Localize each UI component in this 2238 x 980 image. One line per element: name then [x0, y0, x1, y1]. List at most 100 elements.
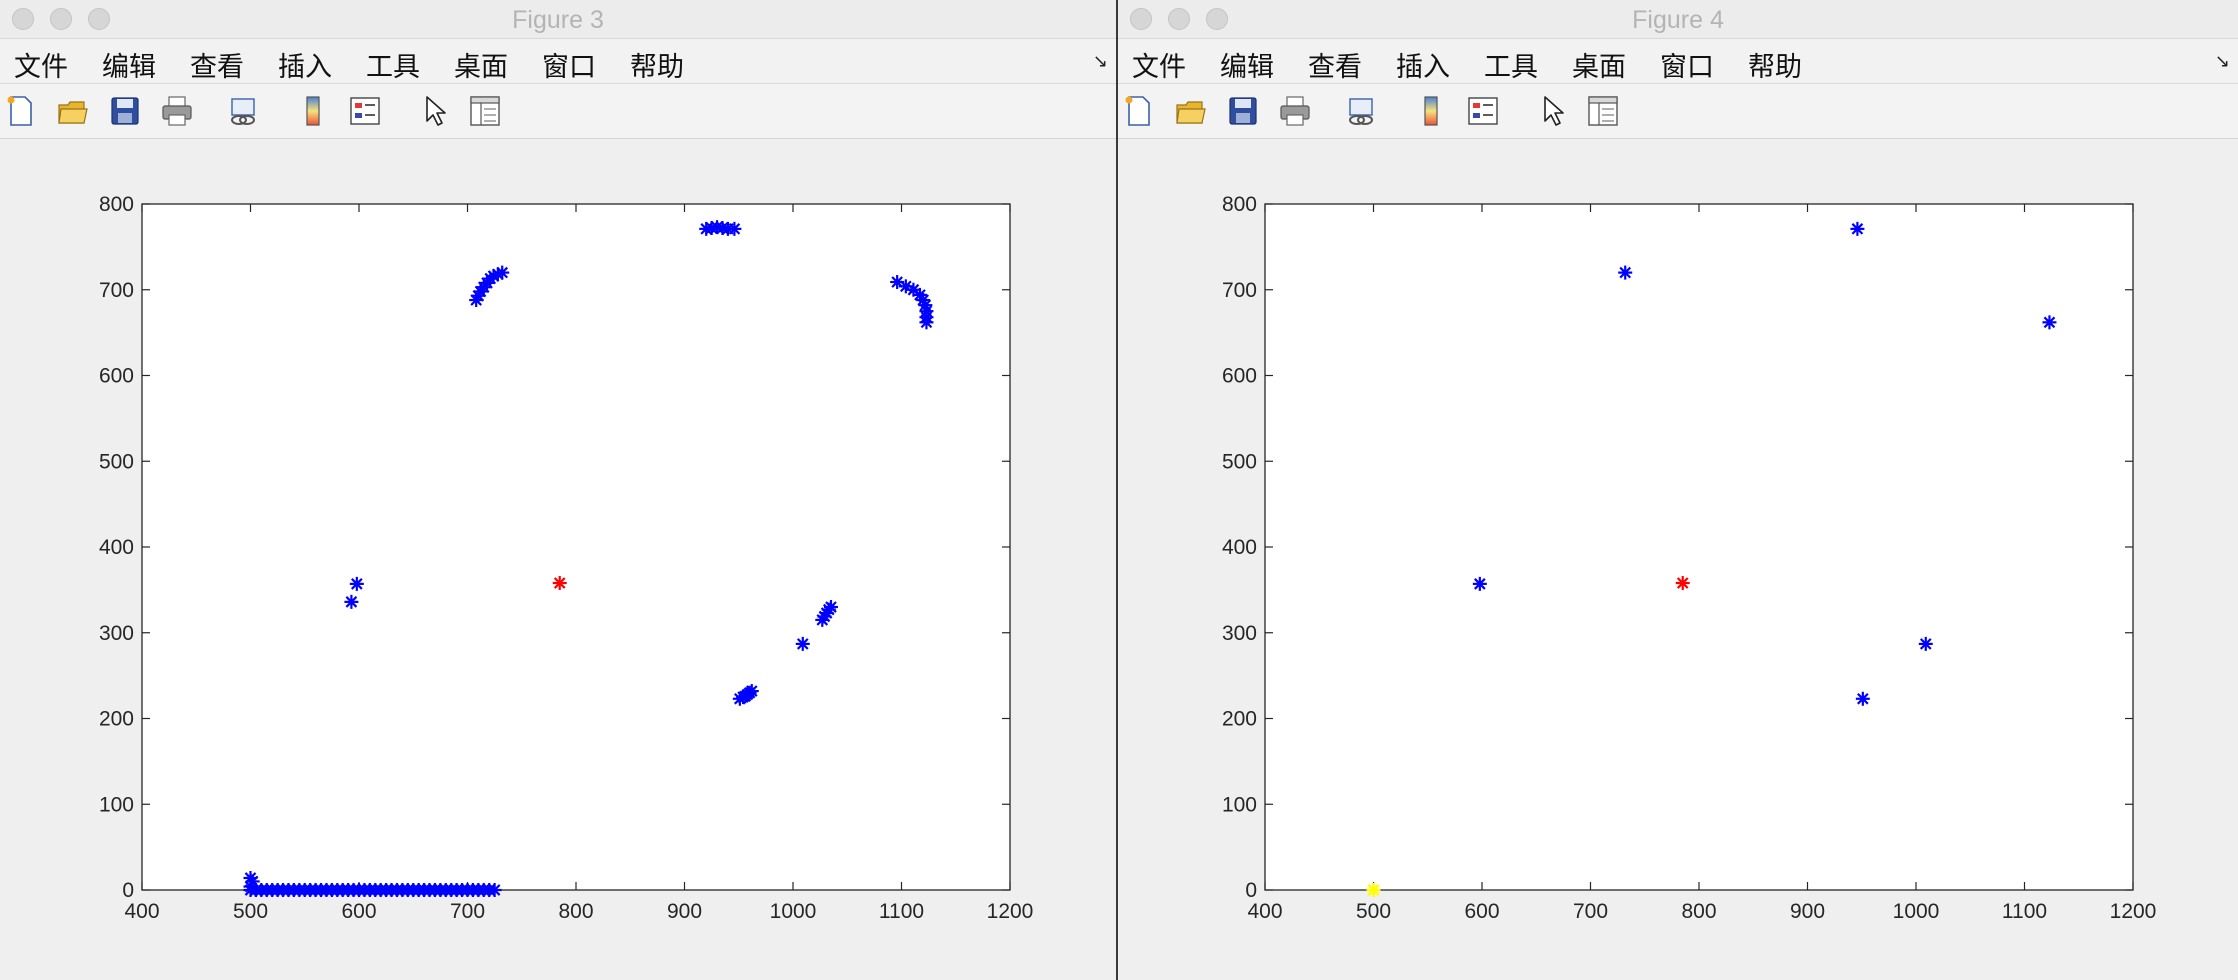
y-tick-label: 0 [1245, 879, 1257, 902]
new-figure-icon [7, 96, 32, 126]
x-tick-label: 1200 [2110, 900, 2157, 923]
edit-plot-pointer-button[interactable] [418, 94, 452, 128]
blue-star-point [1918, 636, 1933, 651]
property-inspector-button[interactable] [468, 94, 502, 128]
new-figure-button[interactable] [4, 94, 38, 128]
y-tick-label: 600 [99, 365, 134, 388]
scatter-plot-axes: 400 500 600 700 800 900 1000 1100 1200 0 100 200 300… [99, 193, 1034, 923]
print-button[interactable] [160, 94, 194, 128]
blue-star-point [1850, 221, 1865, 236]
menu-file[interactable]: 文件 [14, 52, 68, 83]
y-tick-label: 700 [1222, 279, 1257, 302]
y-tick-label: 100 [1222, 793, 1257, 816]
x-tick-label: 800 [1681, 900, 1716, 923]
menu-tools[interactable]: 工具 [366, 52, 420, 83]
blue-star-point [744, 684, 759, 699]
zoom-button[interactable] [1206, 8, 1228, 30]
zoom-button[interactable] [88, 8, 110, 30]
blue-star-point [344, 594, 359, 609]
window-title: Figure 3 [512, 6, 604, 34]
print-icon [1280, 96, 1310, 126]
expand-arrow-icon[interactable]: ↘ [1092, 51, 1108, 72]
edit-plot-pointer-icon [1544, 96, 1564, 126]
menu-window[interactable]: 窗口 [542, 52, 596, 83]
y-tick-label: 700 [99, 279, 134, 302]
red-star-point [1675, 576, 1690, 591]
open-file-button[interactable] [1174, 94, 1208, 128]
property-inspector-icon [1588, 96, 1618, 126]
legend-button[interactable] [348, 94, 382, 128]
y-tick-label: 300 [99, 622, 134, 645]
property-inspector-button[interactable] [1586, 94, 1620, 128]
close-button[interactable] [12, 8, 34, 30]
legend-icon [350, 97, 380, 125]
menu-help[interactable]: 帮助 [630, 52, 684, 83]
colorbar-icon [1424, 96, 1438, 126]
x-tick-label: 1100 [2002, 900, 2047, 923]
colorbar-button[interactable] [1414, 94, 1448, 128]
colorbar-button[interactable] [296, 94, 330, 128]
x-tick-label: 700 [450, 900, 485, 923]
blue-star-point [349, 576, 364, 591]
x-tick-label: 700 [1573, 900, 1608, 923]
figure-3-window: Figure 3 文件 编辑 查看 插入 工具 桌面 窗口 帮助 ↘ 400 50… [0, 0, 1116, 980]
new-figure-button[interactable] [1122, 94, 1156, 128]
save-icon [111, 97, 139, 125]
title-bar[interactable]: Figure 4 [1118, 0, 2238, 39]
menu-desktop[interactable]: 桌面 [454, 52, 508, 83]
save-button[interactable] [1226, 94, 1260, 128]
blue-star-point [2042, 315, 2057, 330]
menu-insert[interactable]: 插入 [278, 52, 332, 83]
y-tick-label: 0 [122, 879, 134, 902]
blue-star-point [727, 221, 742, 236]
edit-plot-pointer-button[interactable] [1536, 94, 1570, 128]
figure-toolbar [0, 84, 1116, 139]
minimize-button[interactable] [1168, 8, 1190, 30]
x-tick-label: 1000 [770, 900, 817, 923]
y-tick-label: 500 [1222, 450, 1257, 473]
property-inspector-icon [470, 96, 500, 126]
x-tick-label: 500 [233, 900, 268, 923]
x-tick-label: 400 [1247, 900, 1282, 923]
new-figure-icon [1125, 96, 1150, 126]
menu-insert[interactable]: 插入 [1396, 52, 1450, 83]
link-plot-icon [231, 98, 255, 125]
link-plot-button[interactable] [1344, 94, 1378, 128]
save-button[interactable] [108, 94, 142, 128]
y-tick-label: 800 [99, 193, 134, 216]
x-tick-label: 600 [1464, 900, 1499, 923]
link-plot-button[interactable] [226, 94, 260, 128]
edit-plot-pointer-icon [426, 96, 446, 126]
blue-star-point [1618, 265, 1633, 280]
menu-view[interactable]: 查看 [190, 52, 244, 83]
plot-area[interactable] [141, 203, 1011, 891]
window-controls [1130, 8, 1228, 30]
menu-edit[interactable]: 编辑 [102, 52, 156, 83]
menu-bar: 文件 编辑 查看 插入 工具 桌面 窗口 帮助 ↘ [1118, 39, 2238, 84]
menu-edit[interactable]: 编辑 [1220, 52, 1274, 83]
menu-tools[interactable]: 工具 [1484, 52, 1538, 83]
y-tick-label: 200 [1222, 708, 1257, 731]
x-tick-label: 1200 [987, 900, 1034, 923]
menu-bar: 文件 编辑 查看 插入 工具 桌面 窗口 帮助 ↘ [0, 39, 1116, 84]
y-tick-label: 400 [1222, 536, 1257, 559]
minimize-button[interactable] [50, 8, 72, 30]
menu-desktop[interactable]: 桌面 [1572, 52, 1626, 83]
menu-window[interactable]: 窗口 [1660, 52, 1714, 83]
print-button[interactable] [1278, 94, 1312, 128]
open-file-button[interactable] [56, 94, 90, 128]
y-tick-label: 500 [99, 450, 134, 473]
menu-help[interactable]: 帮助 [1748, 52, 1802, 83]
plot-area[interactable] [1264, 203, 2134, 891]
menu-view[interactable]: 查看 [1308, 52, 1362, 83]
scatter-plot-axes: 400 500 600 700 800 900 1000 1100 1200 0 100 200 300… [1222, 193, 2157, 923]
menu-file[interactable]: 文件 [1132, 52, 1186, 83]
legend-button[interactable] [1466, 94, 1500, 128]
close-button[interactable] [1130, 8, 1152, 30]
expand-arrow-icon[interactable]: ↘ [2214, 51, 2230, 72]
blue-star-point [495, 265, 510, 280]
y-tick-label: 800 [1222, 193, 1257, 216]
x-tick-label: 900 [667, 900, 702, 923]
x-tick-label: 800 [558, 900, 593, 923]
title-bar[interactable]: Figure 3 [0, 0, 1116, 39]
